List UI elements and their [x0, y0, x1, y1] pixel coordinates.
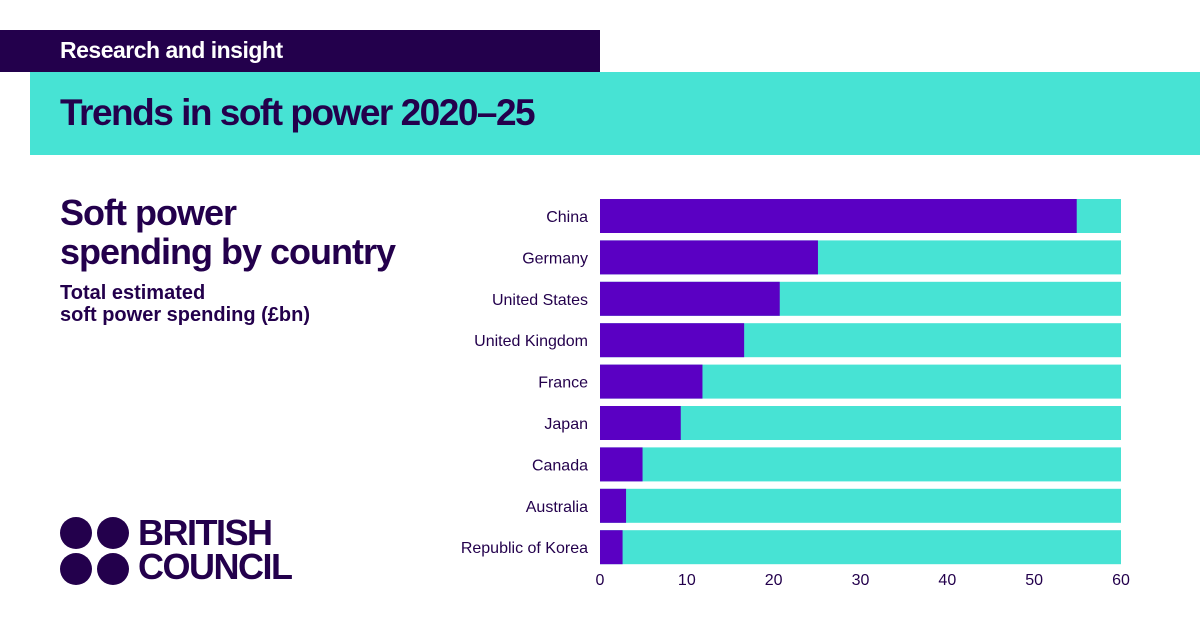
logo-line-1: BRITISH	[138, 512, 273, 553]
category-label: Japan	[544, 416, 588, 433]
category-banner: Research and insight	[0, 30, 600, 72]
bar	[600, 199, 1077, 233]
bar	[600, 281, 780, 316]
x-tick-label: 30	[852, 572, 870, 589]
category-label: Canada	[532, 457, 588, 474]
bar-background	[600, 488, 1121, 523]
bar-background	[600, 406, 1121, 440]
chart-heading: Soft power spending by country	[60, 193, 460, 271]
british-council-logo: BRITISH COUNCIL	[60, 512, 320, 587]
bar	[600, 406, 681, 440]
bar	[600, 323, 745, 358]
category-label: United Kingdom	[474, 333, 588, 350]
bar	[600, 530, 623, 565]
chart-subheading-line-1: Total estimated	[60, 282, 206, 304]
x-tick-label: 40	[938, 572, 956, 589]
category-label: United States	[492, 292, 588, 309]
x-tick-label: 0	[596, 572, 605, 589]
bar	[600, 240, 818, 275]
category-label: Australia	[526, 499, 588, 516]
chart-heading-line-2: spending by country	[60, 231, 396, 272]
x-tick-label: 60	[1112, 572, 1130, 589]
x-tick-label: 50	[1025, 572, 1043, 589]
x-tick-label: 10	[678, 572, 696, 589]
category-label: Germany	[522, 250, 588, 267]
category-label: China	[546, 209, 588, 226]
bar	[600, 447, 643, 482]
bar-background	[600, 447, 1121, 482]
logo-wordmark: BRITISH COUNCIL	[138, 512, 293, 587]
x-tick-label: 20	[765, 572, 783, 589]
title-banner: Trends in soft power 2020–25	[30, 72, 1200, 155]
chart-heading-line-1: Soft power	[60, 192, 237, 233]
chart-subheading: Total estimated soft power spending (£bn…	[60, 282, 420, 326]
bar	[600, 364, 703, 399]
category-label: France	[538, 375, 588, 392]
page-title: Trends in soft power 2020–25	[60, 92, 536, 133]
logo-line-2: COUNCIL	[138, 546, 293, 587]
logo-dots-icon	[60, 517, 129, 585]
chart-subheading-line-2: soft power spending (£bn)	[60, 304, 310, 326]
bar-background	[600, 530, 1121, 565]
category-label: Republic of Korea	[461, 540, 588, 557]
bar	[600, 488, 627, 523]
category-label: Research and insight	[60, 37, 283, 63]
